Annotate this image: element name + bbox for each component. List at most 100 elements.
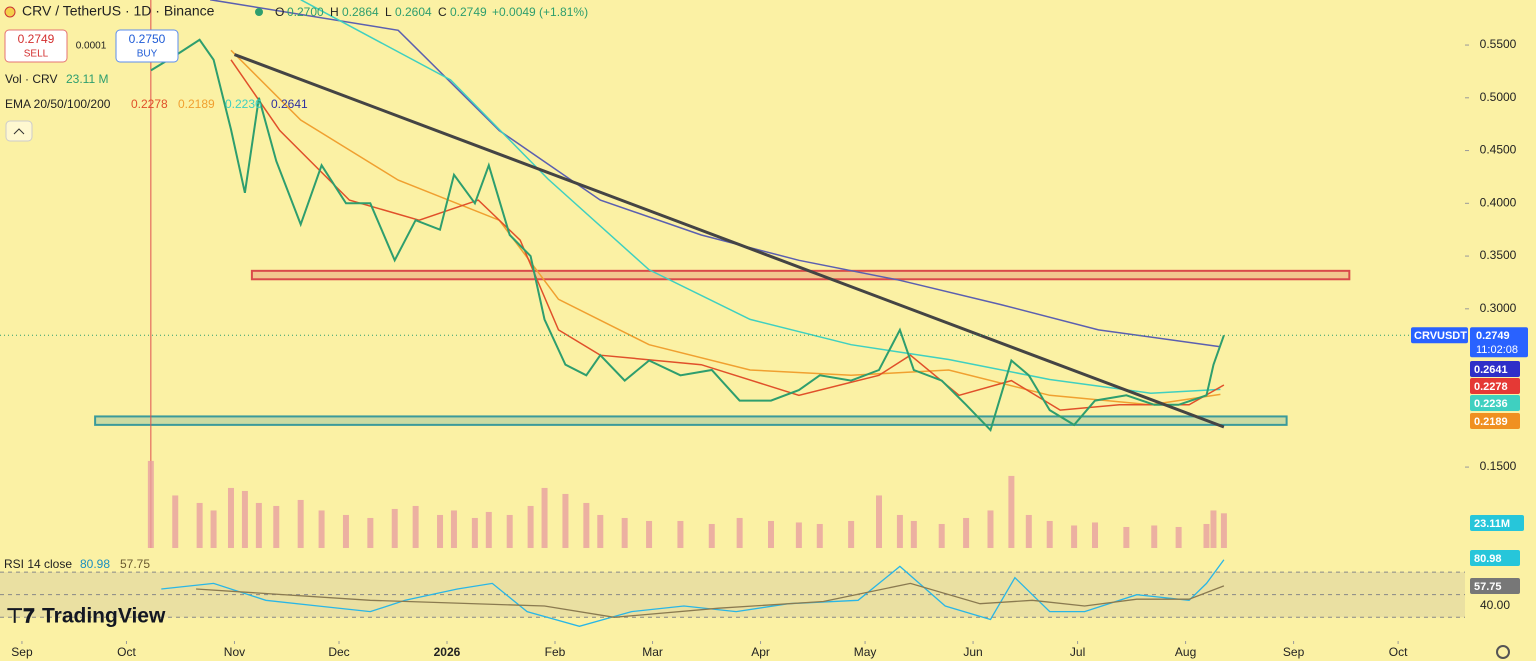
- x-tick-label: Sep: [11, 645, 33, 659]
- volume-bar: [736, 517, 743, 548]
- volume-bar: [795, 522, 802, 548]
- volume-bar: [1046, 520, 1053, 548]
- symbol: CRV / TetherUS · 1D · Binance: [22, 3, 215, 19]
- collapse-icon[interactable]: [13, 128, 25, 135]
- volume-bar: [273, 505, 280, 548]
- volume-bar: [1220, 513, 1227, 548]
- ohlc-label: C: [438, 5, 447, 19]
- volume-value: 23.11 M: [66, 72, 108, 86]
- x-tick-label: Nov: [224, 645, 245, 659]
- price-tag-label: 23.11M: [1474, 518, 1510, 530]
- buy-label[interactable]: BUY: [137, 49, 158, 60]
- price-tag: [1470, 378, 1520, 394]
- change: +0.0049 (+1.81%): [492, 5, 588, 19]
- x-tick-label: Dec: [328, 645, 349, 659]
- volume-bar: [241, 490, 248, 548]
- collapse-button[interactable]: [5, 120, 33, 142]
- volume-bar: [367, 517, 374, 548]
- ohlc-label: L: [385, 5, 392, 19]
- brand-logo: ⊤𝟕: [6, 605, 35, 627]
- ema-value: 0.2641: [271, 97, 308, 111]
- volume-bar: [987, 510, 994, 548]
- volume-bar: [485, 511, 492, 548]
- buy-price[interactable]: 0.2750: [129, 32, 166, 46]
- volume-bar: [583, 502, 590, 548]
- volume-bar: [1071, 525, 1078, 548]
- ema-value: 0.2236: [225, 97, 262, 111]
- price-tag-label: 0.2749: [1476, 330, 1510, 342]
- sell-button[interactable]: [4, 29, 68, 63]
- ohlc-value: 0.2700: [287, 5, 324, 19]
- symbol-tag-label: CRVUSDT: [1414, 330, 1467, 342]
- symbol-tag: [1411, 327, 1468, 344]
- ohlc-value: 0.2749: [450, 5, 487, 19]
- volume-bar: [342, 514, 349, 548]
- volume-bar: [896, 514, 903, 548]
- volume-bar: [848, 520, 855, 548]
- rsi-band: [0, 572, 1465, 618]
- price-tag: [1470, 395, 1520, 411]
- price-tag: [1470, 515, 1524, 531]
- volume-bar: [318, 510, 325, 548]
- plot: [0, 0, 1465, 627]
- x-tick-label: Jun: [963, 645, 982, 659]
- volume-bar: [1092, 522, 1099, 548]
- y-tick-label: 0.5000: [1480, 90, 1517, 104]
- ema-line: [300, 0, 1221, 394]
- price-tag-label: 0.2236: [1474, 398, 1508, 410]
- volume-bar: [1008, 475, 1015, 548]
- volume-bar: [1210, 510, 1217, 548]
- volume-legend: Vol · CRV: [5, 72, 57, 86]
- x-tick-label: May: [854, 645, 877, 659]
- volume-bar: [172, 495, 179, 548]
- x-tick-label: Mar: [642, 645, 663, 659]
- ohlc-value: 0.2864: [342, 5, 379, 19]
- zone: [250, 269, 1351, 281]
- price-tag: [1470, 413, 1520, 429]
- status-dot: [255, 8, 263, 16]
- x-tick-label: Jul: [1070, 645, 1085, 659]
- volume-bar: [708, 523, 715, 548]
- x-tick-label: 2026: [434, 645, 461, 659]
- volume-bar: [562, 493, 569, 548]
- spread: 0.0001: [76, 41, 107, 52]
- rsi-line: [196, 582, 1225, 618]
- price-tag: [1470, 327, 1528, 358]
- volume-bar: [910, 520, 917, 548]
- volume-bar: [147, 460, 154, 548]
- volume-bar: [541, 487, 548, 548]
- volume-bar: [527, 505, 534, 548]
- volume-bar: [677, 520, 684, 548]
- volume-bar: [597, 514, 604, 548]
- brand: TradingView: [42, 605, 166, 628]
- price-line: [150, 38, 1225, 433]
- volume-bar: [1123, 526, 1130, 548]
- rsi-legend: RSI 14 close: [4, 557, 72, 571]
- volume-bar: [196, 502, 203, 548]
- ema-line: [230, 49, 1221, 406]
- ema-legend: EMA 20/50/100/200: [5, 97, 111, 111]
- volume-bar: [621, 517, 628, 548]
- price-tag: [1470, 361, 1520, 377]
- y-tick-label: 0.1500: [1480, 459, 1517, 473]
- volume-bar: [876, 495, 882, 548]
- y-tick-label: 0.3000: [1480, 301, 1517, 315]
- countdown: 11:02:08: [1476, 344, 1518, 356]
- settings-icon: [1496, 645, 1510, 659]
- volume-bar: [1203, 523, 1210, 548]
- sell-label[interactable]: SELL: [24, 49, 49, 60]
- price-tag-label: 80.98: [1474, 553, 1502, 565]
- buy-button[interactable]: [115, 29, 179, 63]
- volume-bar: [412, 505, 419, 548]
- header: CRV / TetherUS · 1D · Binance O 0.2700 H…: [4, 3, 588, 628]
- volume-bar: [391, 508, 398, 548]
- sell-price[interactable]: 0.2749: [18, 32, 55, 46]
- y-tick-label: 0.3500: [1480, 248, 1517, 262]
- volume-bar: [255, 502, 262, 548]
- ema-value: 0.2278: [131, 97, 168, 111]
- volume-bar: [963, 517, 970, 548]
- price-tag-label: 0.2278: [1474, 381, 1508, 393]
- trendline: [233, 53, 1225, 429]
